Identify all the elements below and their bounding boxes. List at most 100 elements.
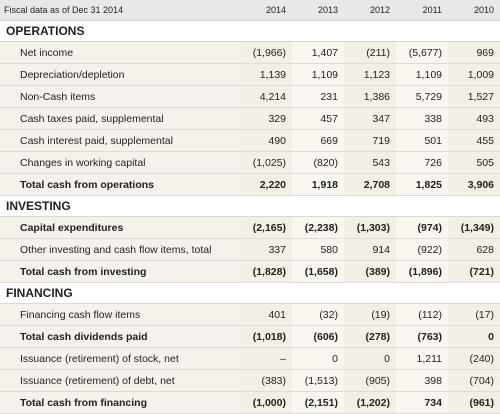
section-row-financing: FINANCING [0,282,500,304]
value-cell-2011: 734 [396,391,448,414]
table-row: Depreciation/depletion 1,139 1,109 1,123 1,1… [0,63,500,86]
value-cell-2010: (1,349) [448,216,500,239]
table-row: Non-Cash items 4,214 231 1,386 5,729 1,527 [0,85,500,108]
value-cell-2012: (211) [344,41,396,64]
value-cell-2012: (905) [344,369,396,392]
table-row: Net income (1,966) 1,407 (211) (5,677) 969 [0,41,500,64]
value-cell-2010: 455 [448,129,500,152]
value-cell-2014: 2,220 [240,173,292,196]
value-cell-2011: 726 [396,151,448,174]
value-cell-2011: (922) [396,238,448,261]
table-row: Other investing and cash flow items, tot… [0,238,500,261]
value-cell-2012: 914 [344,238,396,261]
value-cell-2012: (278) [344,325,396,348]
value-cell-2013: 669 [292,129,344,152]
value-cell-2012: 1,386 [344,85,396,108]
value-cell-2010: (721) [448,260,500,283]
value-cell-2012: 347 [344,107,396,130]
value-cell-2012: 1,123 [344,63,396,86]
value-cell-2013: (606) [292,325,344,348]
value-cell-2014: (1,000) [240,391,292,414]
value-cell-2012: 0 [344,347,396,370]
row-label: Issuance (retirement) of debt, net [0,369,240,392]
value-cell-2011: 501 [396,129,448,152]
value-cell-2014: – [240,347,292,370]
year-header-2013: 2013 [292,0,344,21]
value-cell-2014: (1,828) [240,260,292,283]
value-cell-2014: (1,025) [240,151,292,174]
value-cell-2010: 1,527 [448,85,500,108]
fiscal-date-label: Fiscal data as of Dec 31 2014 [0,0,240,21]
value-cell-2014: 1,139 [240,63,292,86]
value-cell-2011: 1,211 [396,347,448,370]
value-cell-2012: (19) [344,303,396,326]
value-cell-2012: (1,202) [344,391,396,414]
value-cell-2013: (1,658) [292,260,344,283]
value-cell-2011: 338 [396,107,448,130]
row-label: Other investing and cash flow items, tot… [0,238,240,261]
value-cell-2013: (1,513) [292,369,344,392]
value-cell-2014: 329 [240,107,292,130]
row-label: Capital expenditures [0,216,240,239]
value-cell-2011: (974) [396,216,448,239]
table-row: Issuance (retirement) of stock, net –0 0 1,… [0,347,500,370]
value-cell-2010: (704) [448,369,500,392]
row-label: Non-Cash items [0,85,240,108]
section-title: FINANCING [0,282,500,304]
value-cell-2014: 4,214 [240,85,292,108]
value-cell-2013: (2,151) [292,391,344,414]
value-cell-2013: 1,407 [292,41,344,64]
value-cell-2013: 1,918 [292,173,344,196]
value-cell-2011: (5,677) [396,41,448,64]
value-cell-2012: 2,708 [344,173,396,196]
value-cell-2010: (17) [448,303,500,326]
row-label: Issuance (retirement) of stock, net [0,347,240,370]
value-cell-2010: (240) [448,347,500,370]
row-label: Total cash from financing [0,391,240,414]
row-label: Cash taxes paid, supplemental [0,107,240,130]
value-cell-2014: 337 [240,238,292,261]
table-row: Issuance (retirement) of debt, net (383)(… [0,369,500,392]
table-row: Cash taxes paid, supplemental 329 457 347 33… [0,107,500,130]
table-row: Total cash from operations 2,220 1,918 2,70… [0,173,500,196]
value-cell-2014: 401 [240,303,292,326]
value-cell-2010: 969 [448,41,500,64]
row-label: Financing cash flow items [0,303,240,326]
table-row: Cash interest paid, supplemental 490 669 71… [0,129,500,152]
row-label: Changes in working capital [0,151,240,174]
value-cell-2014: (1,966) [240,41,292,64]
table-row: Total cash from financing (1,000) (2,151)(… [0,391,500,414]
table-header: Fiscal data as of Dec 31 2014 2014 2013 … [0,0,500,21]
value-cell-2012: (1,303) [344,216,396,239]
row-label: Total cash dividends paid [0,325,240,348]
value-cell-2010: (961) [448,391,500,414]
value-cell-2012: 719 [344,129,396,152]
value-cell-2012: 543 [344,151,396,174]
section-row-operations: OPERATIONS [0,20,500,42]
value-cell-2013: (2,238) [292,216,344,239]
value-cell-2013: 0 [292,347,344,370]
section-title: INVESTING [0,195,500,217]
table-row: Financing cash flow items 401 (32) (19) (112… [0,303,500,326]
row-label: Net income [0,41,240,64]
value-cell-2010: 0 [448,325,500,348]
table-row: Changes in working capital (1,025) (820) 54… [0,151,500,174]
section-row-investing: INVESTING [0,195,500,217]
value-cell-2010: 505 [448,151,500,174]
table-row: Total cash from investing (1,828) (1,658)(… [0,260,500,283]
value-cell-2011: (1,896) [396,260,448,283]
value-cell-2010: 628 [448,238,500,261]
value-cell-2013: (820) [292,151,344,174]
value-cell-2010: 3,906 [448,173,500,196]
row-label: Total cash from investing [0,260,240,283]
value-cell-2012: (389) [344,260,396,283]
row-label: Total cash from operations [0,173,240,196]
table-row: Total cash dividends paid (1,018) (606) (27… [0,325,500,348]
value-cell-2011: 1,109 [396,63,448,86]
value-cell-2013: 231 [292,85,344,108]
value-cell-2013: 1,109 [292,63,344,86]
table-body: OPERATIONS Net income (1,966) 1,407 (211) (5,… [0,20,500,414]
year-header-2010: 2010 [448,0,500,21]
value-cell-2013: 580 [292,238,344,261]
